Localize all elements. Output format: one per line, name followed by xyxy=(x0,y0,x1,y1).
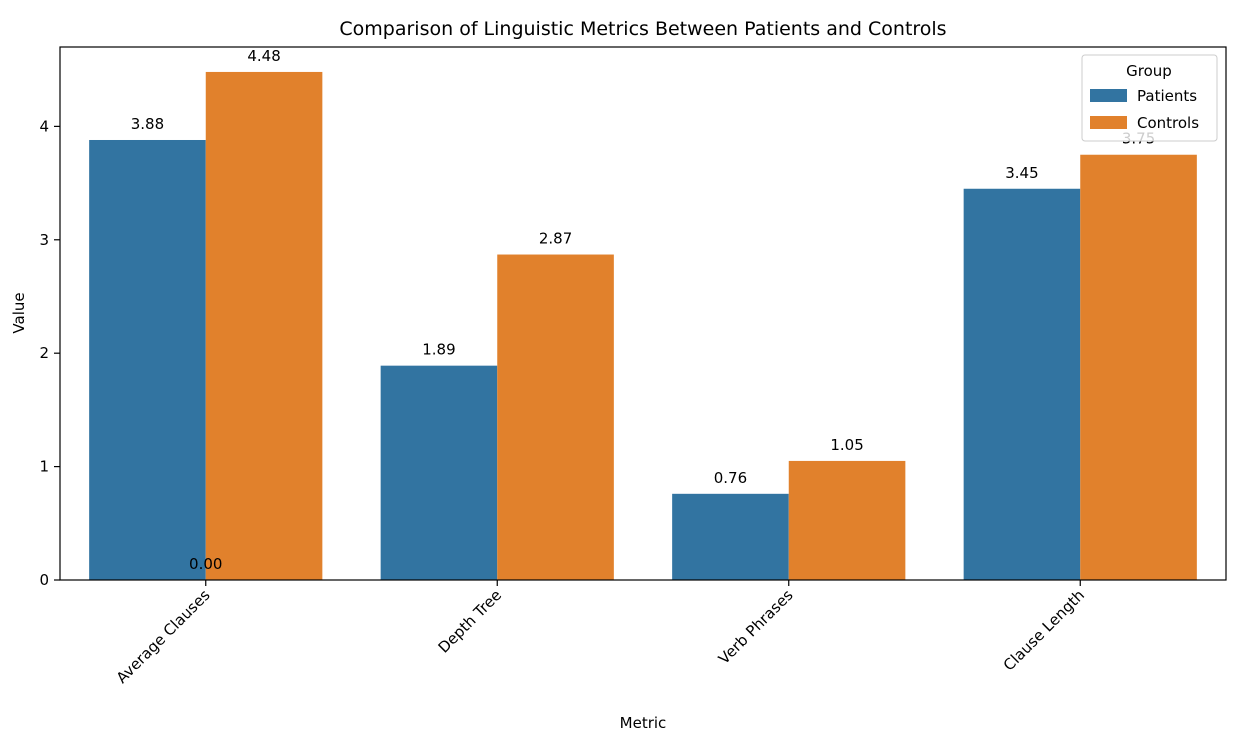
x-axis-label: Metric xyxy=(620,714,667,732)
chart-title: Comparison of Linguistic Metrics Between… xyxy=(339,18,946,40)
bar-value-label: 4.48 xyxy=(247,47,280,65)
bar-value-label: 2.87 xyxy=(539,230,572,248)
legend-title: Group xyxy=(1126,62,1172,80)
y-ticks-layer: 0 1 2 3 4 xyxy=(39,117,60,589)
x-tick-label: Clause Length xyxy=(1000,586,1088,674)
bar-value-label: 0.76 xyxy=(714,469,747,487)
extra-value-label: 0.00 xyxy=(189,555,222,573)
y-tick-label: 0 xyxy=(39,571,49,589)
bar-value-label: 1.89 xyxy=(422,341,455,359)
bar-controls-4 xyxy=(1080,154,1197,580)
bar-controls-2 xyxy=(497,254,614,580)
plot-frame xyxy=(59,46,1227,581)
x-ticks-layer: Average Clauses Depth Tree Verb Phrases Cla… xyxy=(113,580,1088,687)
bar-controls-1 xyxy=(205,71,323,580)
x-tick-label: Average Clauses xyxy=(113,586,214,687)
y-tick-label: 2 xyxy=(39,344,49,362)
y-tick-label: 1 xyxy=(39,458,49,476)
y-tick-label: 3 xyxy=(39,231,49,249)
bar-controls-3 xyxy=(788,460,906,580)
bar-value-label: 3.88 xyxy=(131,115,164,133)
bar-patients-3 xyxy=(672,493,789,580)
bar-patients-4 xyxy=(963,188,1081,581)
bar-value-label: 3.45 xyxy=(1005,164,1038,182)
legend-swatch-controls xyxy=(1090,116,1127,129)
bar-patients-1 xyxy=(89,139,206,580)
bars-layer xyxy=(89,71,1197,581)
legend-label-patients: Patients xyxy=(1137,87,1197,105)
legend-label-controls: Controls xyxy=(1137,114,1199,132)
x-tick-label: Depth Tree xyxy=(435,586,506,657)
legend: Group Patients Controls xyxy=(1081,54,1218,142)
y-tick-label: 4 xyxy=(39,117,49,135)
bar-patients-2 xyxy=(380,365,498,580)
y-axis-label: Value xyxy=(10,292,28,333)
legend-swatch-patients xyxy=(1090,89,1127,102)
x-tick-label: Verb Phrases xyxy=(715,586,797,668)
bar-value-label: 1.05 xyxy=(830,436,863,454)
